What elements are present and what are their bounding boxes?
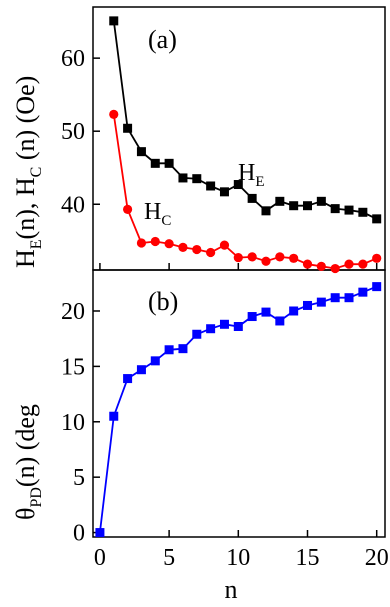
panel-b-series-0-point-10 [233, 322, 243, 332]
x-tick-label-3: 15 [296, 545, 320, 571]
panel-b-frame [92, 269, 386, 538]
panel-a-series-0-point-6 [192, 174, 202, 184]
panel-a-label: (a) [148, 25, 177, 54]
panel-a-series-0-point-5 [178, 173, 188, 183]
panel-b-series-0-point-9 [219, 319, 229, 329]
panel-a-series-0-point-9 [233, 180, 243, 190]
panel-b-ytick-label-3: 15 [61, 354, 85, 380]
panel-a-series-1-point-3 [150, 236, 160, 247]
panel-b-series-0-point-5 [164, 345, 174, 355]
series-label-he-sub: E [255, 174, 264, 190]
panel-a-series-0-point-10 [247, 193, 257, 203]
panel-a-series-1-point-19 [372, 253, 382, 263]
panel-b-series-0-point-14 [289, 306, 299, 316]
panel-a-series-0-point-7 [206, 181, 216, 191]
panel-a-series-1-point-14 [302, 259, 313, 269]
panel-b-series-0-point-16 [316, 297, 326, 307]
panel-b-series-0-point-12 [261, 307, 271, 317]
panel-a-series-0-point-1 [123, 123, 133, 133]
panel-b-series-0-point-20 [372, 282, 382, 292]
ticks-layer: 40 50 60 0 5 10 15 20 0 5 10 15 20 [61, 46, 389, 571]
panel-a-series-0-point-14 [303, 201, 313, 211]
panel-b-ytick-label-0: 0 [73, 521, 85, 547]
series-label-hc-sub: C [161, 213, 171, 229]
panel-b-series-0-point-15 [303, 300, 313, 310]
panel-a-series-1-point-2 [136, 238, 147, 248]
panel-b-ytick-label-4: 20 [61, 299, 85, 325]
series-layer [95, 16, 382, 538]
panel-a-series-0-point-19 [372, 214, 382, 224]
panel-a-series-0-point-11 [261, 206, 271, 216]
panel-a-series-1-point-5 [178, 242, 188, 252]
series-label-he: HE [238, 160, 265, 190]
panel-b-ylabel-part-1: θ [11, 508, 40, 520]
panel-a-series-0-point-2 [136, 147, 146, 157]
panel-a-series-1-point-13 [289, 253, 299, 263]
panel-a-series-0-point-0 [109, 16, 119, 26]
panel-a-ylabel-part-2: (n), H [11, 177, 40, 239]
panel-a-ytick-label-0: 40 [61, 192, 85, 218]
panel-a-series-0-point-12 [275, 196, 285, 206]
panel-a-series-0-point-4 [164, 158, 174, 168]
panel-b-series-0-point-3 [136, 365, 146, 375]
panel-a-series-0-point-8 [219, 187, 229, 197]
panel-b-ylabel-sub: PD [28, 487, 45, 507]
panel-b-series-0-point-2 [123, 374, 133, 384]
panel-b-series-0-point-0 [95, 528, 105, 538]
panel-a-series-0-point-17 [344, 205, 354, 215]
panel-a-series-0-point-15 [316, 196, 326, 206]
series-label-he-main: H [238, 160, 255, 186]
series-label-hc: HC [144, 199, 171, 229]
panel-b-series-0-point-17 [330, 293, 340, 303]
panel-b-ylabel-part-2: (n) (deg [11, 404, 40, 487]
panel-b-series-0-point-7 [192, 329, 202, 339]
panel-b-series-0-point-6 [178, 344, 188, 354]
panel-a-series-1-point-10 [247, 252, 257, 262]
x-tick-label-2: 10 [226, 545, 250, 571]
series-label-hc-main: H [144, 199, 161, 225]
x-tick-label-0: 0 [94, 545, 106, 571]
panel-b-label: (b) [148, 287, 178, 316]
panel-b-series-0-point-8 [206, 324, 216, 334]
panel-a-series-1-point-9 [233, 252, 243, 263]
panel-a-series-1-point-11 [261, 256, 271, 266]
panel-a-ytick-label-1: 50 [61, 119, 85, 145]
x-tick-label-1: 5 [163, 545, 175, 571]
panel-a-series-1-point-17 [344, 259, 354, 269]
panel-a-series-1-point-1 [122, 204, 133, 214]
panel-b-ytick-label-1: 5 [73, 465, 85, 491]
panel-a-series-1-point-12 [275, 252, 285, 262]
panel-a-ylabel-part-3: (n) (Oe) [11, 76, 40, 167]
panel-a-ylabel: HE(n), HC (n) (Oe) [11, 76, 45, 268]
panel-a-series-1-point-16 [330, 263, 340, 274]
panel-b-series-0-point-13 [275, 316, 285, 326]
panel-a-ytick-label-2: 60 [61, 46, 85, 72]
panel-a-ylabel-part-1: H [11, 249, 40, 268]
panel-a-ylabel-sub-1: E [28, 239, 45, 249]
panel-a-series-0-point-16 [330, 204, 340, 214]
panel-a-series-0-point-13 [289, 201, 299, 211]
panel-b-series-0-point-11 [247, 312, 257, 322]
x-tick-label-4: 20 [365, 545, 389, 571]
panel-a-series-1-point-15 [316, 261, 326, 271]
panel-b-series-0-point-19 [358, 287, 368, 297]
panel-a-series-1-point-7 [206, 247, 216, 258]
panel-a-series-0-point-3 [150, 158, 160, 168]
panel-a-series-1-point-8 [219, 240, 230, 250]
panel-a-series-1-point-4 [164, 239, 174, 249]
panel-b-ylabel: θPD(n) (deg [11, 404, 45, 520]
panel-b-series-0-point-4 [150, 356, 160, 366]
panel-b-series-0-point-18 [344, 293, 354, 303]
panel-a-series-1-point-18 [358, 259, 368, 269]
panel-a-series-1-point-6 [192, 244, 202, 255]
panel-b-series-0-point-1 [109, 411, 119, 421]
panel-a-series-1-point-0 [109, 109, 119, 119]
panel-a-ylabel-sub-2: C [28, 167, 45, 178]
x-axis-label: n [225, 575, 238, 604]
panel-b-ytick-label-2: 10 [61, 410, 85, 436]
panel-a-series-0-point-18 [358, 207, 368, 217]
